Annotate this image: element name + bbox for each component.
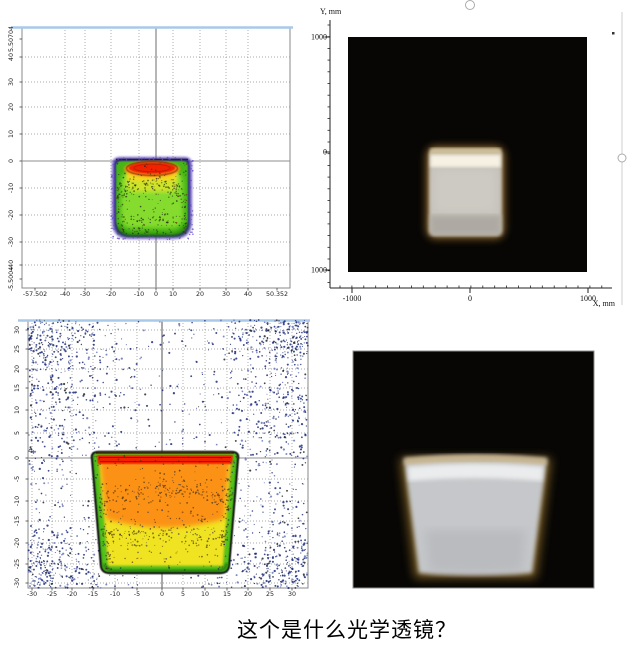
- photo-cup: [426, 146, 505, 239]
- pot-top-sliver: [404, 454, 547, 465]
- sim-plot-bottom: -30 -25 -20 -15 -10 -5 0 5 10 15 20 25 30 30 25 20 15 10 5…: [0, 315, 315, 614]
- pot-bottom-shade: [102, 562, 229, 573]
- svg-text:-15: -15: [14, 516, 21, 526]
- pot-bottom-shade: [425, 530, 526, 573]
- svg-text:10: 10: [201, 591, 209, 598]
- svg-text:-15: -15: [88, 591, 98, 598]
- svg-text:-5: -5: [14, 476, 21, 482]
- contour-speckles: [110, 156, 194, 241]
- svg-text:-20: -20: [106, 291, 116, 298]
- photo-plot-top: 1000 0 1000 -1000 0 1000 Y, mm X, mm: [300, 0, 628, 314]
- tick-labels: -57.502 -40 -30 -20 -10 0 10 20 30 40 50.352 5.5070…: [8, 26, 288, 298]
- pot-red-band: [97, 455, 233, 464]
- svg-text:-10: -10: [110, 591, 120, 598]
- x-axis-label: X, mm: [593, 299, 616, 308]
- cup-bottom-shade: [430, 215, 501, 235]
- svg-text:-5: -5: [134, 591, 140, 598]
- svg-text:-30: -30: [27, 591, 37, 598]
- svg-text:30: 30: [222, 291, 230, 298]
- pot-bright-band: [408, 464, 543, 481]
- cup-bottom-shade: [116, 223, 189, 237]
- svg-text:1000: 1000: [311, 266, 327, 275]
- svg-text:1000: 1000: [311, 33, 327, 42]
- tick-labels: -30 -25 -20 -15 -10 -5 0 5 10 15 20 25 30 30 25 20 15 10 5…: [14, 326, 296, 598]
- svg-text:25: 25: [14, 345, 21, 353]
- svg-text:-40: -40: [8, 260, 15, 270]
- cup-bright-band: [430, 155, 501, 167]
- photo-pot: [400, 454, 551, 578]
- svg-text:-40: -40: [60, 291, 70, 298]
- photo-axes: 1000 0 1000 -1000 0 1000: [311, 20, 612, 303]
- svg-text:20: 20: [196, 291, 204, 298]
- svg-text:-30: -30: [8, 237, 15, 247]
- svg-text:-30: -30: [14, 578, 21, 588]
- svg-text:0: 0: [8, 159, 15, 163]
- cup-top-sliver: [430, 148, 501, 155]
- y-axis-label: Y, mm: [320, 7, 342, 16]
- hotspot-contour-inner: [133, 163, 171, 173]
- svg-text:-20: -20: [8, 210, 15, 220]
- svg-text:15: 15: [223, 591, 231, 598]
- svg-text:20: 20: [8, 103, 15, 111]
- svg-text:20: 20: [14, 365, 21, 373]
- sim-plot-top: -57.502 -40 -30 -20 -10 0 10 20 30 40 50.352 5.5070…: [0, 0, 300, 314]
- svg-text:-10: -10: [134, 291, 144, 298]
- svg-text:1000: 1000: [580, 294, 596, 303]
- svg-text:-20: -20: [14, 538, 21, 548]
- svg-text:30: 30: [8, 78, 15, 86]
- svg-text:5: 5: [14, 431, 21, 435]
- svg-text:-30: -30: [80, 291, 90, 298]
- svg-text:15: 15: [14, 384, 21, 392]
- svg-text:5.50704: 5.50704: [8, 26, 15, 52]
- svg-text:25: 25: [266, 591, 274, 598]
- svg-text:-25: -25: [47, 591, 57, 598]
- svg-text:0: 0: [160, 591, 164, 598]
- svg-text:-1000: -1000: [343, 294, 362, 303]
- svg-text:0: 0: [468, 294, 472, 303]
- photo-plot-bottom: [330, 330, 628, 614]
- svg-text:0: 0: [14, 456, 21, 460]
- cup-purple-fringe: [112, 157, 192, 239]
- hotspot-contour-outer: [126, 161, 178, 176]
- sim-plot-top-canvas: -57.502 -40 -30 -20 -10 0 10 20 30 40 50.352 5.5070…: [8, 26, 293, 298]
- contour-speckles: [93, 455, 238, 571]
- svg-text:20: 20: [244, 591, 252, 598]
- caption-question: 这个是什么光学透镜？: [237, 618, 457, 642]
- svg-text:0: 0: [323, 148, 327, 157]
- stray-light-scatter: [26, 319, 309, 590]
- photo-plot-bottom-canvas: [352, 350, 595, 589]
- svg-text:30: 30: [14, 326, 21, 334]
- svg-text:-10: -10: [14, 496, 21, 506]
- svg-text:40: 40: [8, 53, 15, 61]
- stray-mark: [612, 32, 615, 35]
- resize-handle-right[interactable]: [617, 153, 627, 163]
- resize-handle-top[interactable]: [465, 0, 475, 10]
- svg-text:-25: -25: [14, 559, 21, 569]
- sim-plot-bottom-canvas: -30 -25 -20 -15 -10 -5 0 5 10 15 20 25 30 30 25 20 15 10 5…: [14, 319, 310, 598]
- svg-text:5: 5: [181, 591, 185, 598]
- photo-plot-top-canvas: 1000 0 1000 -1000 0 1000 Y, mm X, mm: [300, 0, 628, 310]
- svg-text:30: 30: [288, 591, 296, 598]
- cup-body-highlight: [435, 170, 495, 212]
- svg-text:50.352: 50.352: [266, 291, 288, 298]
- svg-text:10: 10: [14, 406, 21, 414]
- svg-text:-57.502: -57.502: [23, 291, 47, 298]
- svg-text:0: 0: [154, 291, 158, 298]
- svg-text:40: 40: [244, 291, 252, 298]
- svg-text:-5.5004: -5.5004: [8, 267, 15, 291]
- svg-text:10: 10: [169, 291, 177, 298]
- svg-text:10: 10: [8, 130, 15, 138]
- pot-orange-zone: [100, 461, 230, 528]
- svg-text:-10: -10: [8, 183, 15, 193]
- svg-text:-20: -20: [67, 591, 77, 598]
